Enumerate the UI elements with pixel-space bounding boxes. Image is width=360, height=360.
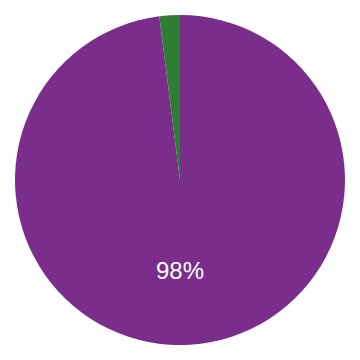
data-label: 98%	[156, 257, 204, 284]
chart: 98%	[0, 0, 360, 360]
pie-slice	[15, 15, 345, 345]
pie	[15, 15, 345, 345]
pie-slice	[159, 15, 180, 180]
labels: 98%	[156, 257, 204, 284]
